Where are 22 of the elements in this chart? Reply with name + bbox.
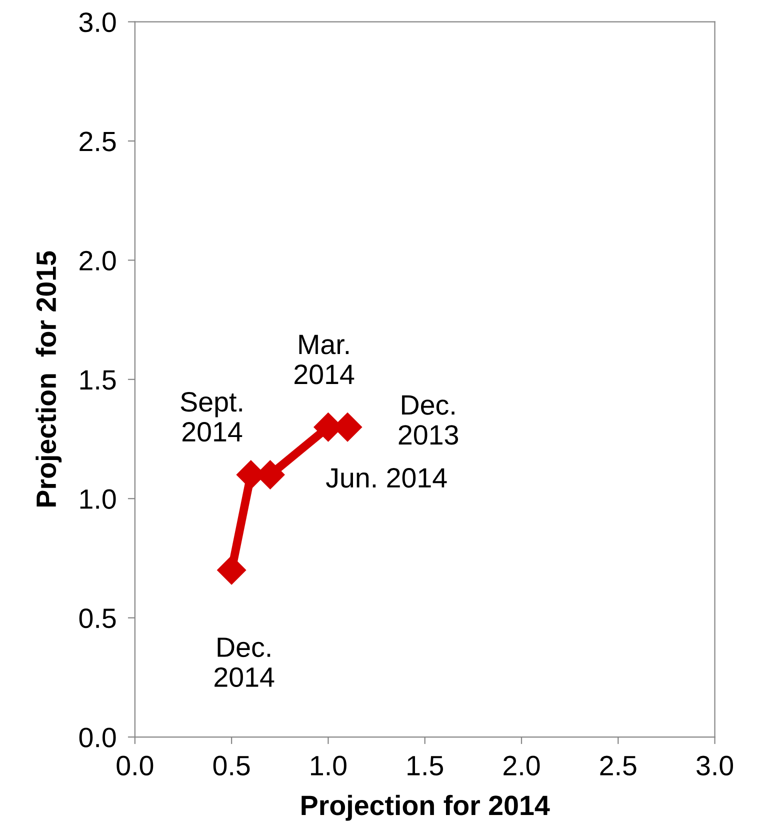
annotation: Jun. 2014 (326, 468, 447, 488)
x-tick-label: 3.0 (696, 756, 734, 776)
y-tick-label: 2.0 (80, 250, 116, 271)
y-tick-label: 0.0 (79, 728, 116, 748)
y-tick-label: 1.5 (80, 370, 116, 390)
annotation: Dec. 2014 (214, 638, 274, 687)
point (217, 556, 246, 585)
annotation: Mar. 2014 (294, 334, 354, 384)
x-tick-label: 0.0 (116, 756, 154, 776)
y-tick-label: 2.5 (80, 132, 116, 152)
y-tick-label: 3.0 (79, 12, 116, 32)
y-tick-label: 0.5 (79, 608, 116, 628)
x-tick-label: 1.5 (408, 756, 444, 776)
annotation: Sept. 2014 (180, 392, 242, 442)
x-tick-label: 1.0 (311, 756, 346, 776)
annotation: Dec. 2013 (398, 395, 458, 445)
x-tick-label: 2.5 (600, 756, 636, 776)
x-tick-label: 0.5 (213, 756, 250, 776)
x-tick-label: 2.0 (504, 756, 540, 776)
y-tick-label: 1.0 (80, 489, 116, 509)
x-axis-title: Projection for 2014 (302, 794, 550, 821)
y-axis-title: Projection for 2015 (36, 251, 62, 506)
